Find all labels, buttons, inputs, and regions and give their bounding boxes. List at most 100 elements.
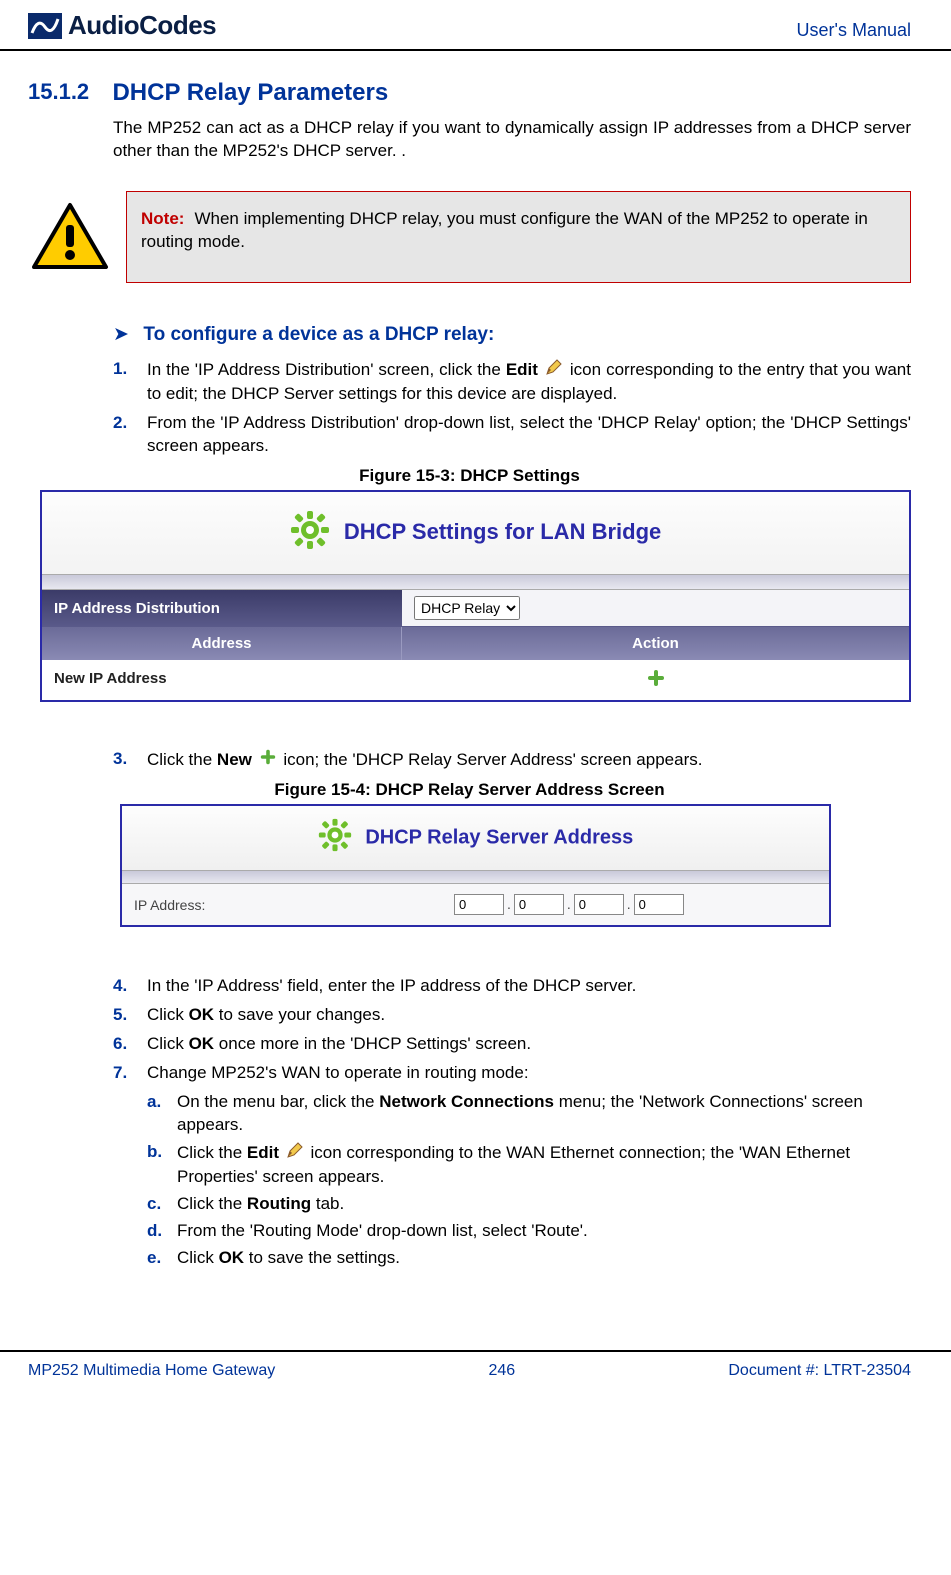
step-text-pre: Click (147, 1034, 189, 1053)
ip-octet-2[interactable] (514, 894, 564, 915)
step-3: 3. Click the New icon; the 'DHCP Relay S… (113, 748, 911, 773)
step-1: 1. In the 'IP Address Distribution' scre… (113, 358, 911, 406)
brand-logo-text: AudioCodes (68, 10, 216, 41)
brand-logo: AudioCodes (28, 10, 216, 41)
brand-logo-mark (28, 13, 62, 39)
substep-text: From the 'Routing Mode' drop-down list, … (177, 1221, 588, 1240)
step-text-post: once more in the 'DHCP Settings' screen. (214, 1034, 531, 1053)
gear-icon (318, 818, 352, 858)
substep-b: b.Click the Edit icon corresponding to t… (147, 1141, 911, 1189)
substep-post: tab. (311, 1194, 344, 1213)
step-7: 7. Change MP252's WAN to operate in rout… (113, 1062, 911, 1270)
substep-bold: OK (219, 1248, 245, 1267)
screenshot2-title-text: DHCP Relay Server Address (365, 827, 633, 849)
steps-list-cont2: 4. In the 'IP Address' field, enter the … (113, 975, 911, 1269)
gear-icon (290, 510, 330, 556)
new-ip-row: New IP Address (42, 660, 909, 700)
brand-prefix: Audio (68, 10, 139, 40)
screenshot1-title-bar: DHCP Settings for LAN Bridge (42, 492, 909, 574)
substep-d: d. From the 'Routing Mode' drop-down list… (147, 1220, 911, 1243)
substep-bold: Routing (247, 1194, 311, 1213)
ip-distribution-select[interactable]: DHCP Relay (414, 596, 520, 620)
footer-left: MP252 Multimedia Home Gateway (28, 1362, 275, 1380)
substep-letter: c. (147, 1193, 161, 1216)
step-number: 7. (113, 1062, 127, 1085)
new-ip-action (402, 660, 909, 700)
pencil-edit-icon (286, 1141, 304, 1166)
substep-a: a.On the menu bar, click the Network Con… (147, 1091, 911, 1137)
steps-list-cont1: 3. Click the New icon; the 'DHCP Relay S… (113, 748, 911, 773)
screenshot-dhcp-settings: DHCP Settings for LAN Bridge IP Address … (40, 490, 911, 702)
substeps-list: a.On the menu bar, click the Network Con… (147, 1091, 911, 1270)
ip-distribution-control: DHCP Relay (402, 590, 909, 626)
step-bold: OK (189, 1005, 215, 1024)
footer-page-number: 246 (488, 1362, 515, 1380)
screenshot1-title-text: DHCP Settings for LAN Bridge (344, 518, 661, 543)
substep-pre: Click (177, 1248, 219, 1267)
page-body-cont2: 4. In the 'IP Address' field, enter the … (0, 927, 951, 1269)
add-plus-icon[interactable] (646, 675, 666, 692)
substep-letter: e. (147, 1247, 161, 1270)
col-address: Address (42, 627, 402, 660)
note-text: When implementing DHCP relay, you must c… (141, 209, 868, 251)
ip-octet-4[interactable] (634, 894, 684, 915)
step-bold: OK (189, 1034, 215, 1053)
ip-address-fields: ... (454, 894, 684, 915)
ip-octet-3[interactable] (574, 894, 624, 915)
section-intro: The MP252 can act as a DHCP relay if you… (113, 117, 911, 163)
step-2: 2. From the 'IP Address Distribution' dr… (113, 412, 911, 458)
step-text: From the 'IP Address Distribution' drop-… (147, 413, 911, 455)
screenshot-dhcp-relay-address: DHCP Relay Server Address IP Address: ..… (120, 804, 831, 927)
header-manual-label: User's Manual (797, 20, 911, 41)
page-footer: MP252 Multimedia Home Gateway 246 Docume… (0, 1350, 951, 1396)
substep-c: c. Click the Routing tab. (147, 1193, 911, 1216)
screenshot2-spacer-bar (122, 870, 829, 884)
page-body-cont1: 3. Click the New icon; the 'DHCP Relay S… (0, 702, 951, 801)
substep-e: e.Click OK to save the settings. (147, 1247, 911, 1270)
ip-distribution-row: IP Address Distribution DHCP Relay (42, 590, 909, 627)
dot: . (507, 896, 511, 912)
step-text-post: icon; the 'DHCP Relay Server Address' sc… (283, 749, 702, 768)
substep-pre: Click the (177, 1143, 247, 1162)
step-text: In the 'IP Address' field, enter the IP … (147, 976, 636, 995)
step-number: 4. (113, 975, 127, 998)
page-header: AudioCodes User's Manual (0, 0, 951, 51)
page-body: 15.1.2 DHCP Relay Parameters The MP252 c… (0, 51, 951, 486)
substep-letter: d. (147, 1220, 162, 1243)
step-text-pre: Click the (147, 749, 217, 768)
screenshot1-table-header: Address Action (42, 627, 909, 660)
step-bold: New (217, 749, 252, 768)
dot: . (567, 896, 571, 912)
step-text-pre: In the 'IP Address Distribution' screen,… (147, 360, 506, 379)
add-plus-icon (259, 748, 277, 773)
ip-address-label: IP Address: (134, 897, 454, 913)
screenshot1-spacer-bar (42, 574, 909, 590)
step-number: 2. (113, 412, 127, 435)
substep-bold: Network Connections (379, 1092, 554, 1111)
step-number: 1. (113, 358, 127, 381)
steps-list: 1. In the 'IP Address Distribution' scre… (113, 358, 911, 458)
section-number: 15.1.2 (28, 79, 108, 105)
ip-octet-1[interactable] (454, 894, 504, 915)
note-row: Note:When implementing DHCP relay, you m… (28, 191, 911, 283)
step-number: 3. (113, 748, 127, 771)
substep-pre: Click the (177, 1194, 247, 1213)
new-ip-label: New IP Address (42, 660, 402, 700)
procedure-heading: ➤ To configure a device as a DHCP relay: (113, 323, 911, 346)
step-4: 4. In the 'IP Address' field, enter the … (113, 975, 911, 998)
ip-distribution-label: IP Address Distribution (42, 590, 402, 627)
figure-caption-2: Figure 15-4: DHCP Relay Server Address S… (28, 780, 911, 800)
pencil-edit-icon (545, 358, 563, 383)
substep-letter: a. (147, 1091, 161, 1114)
section-heading: 15.1.2 DHCP Relay Parameters (28, 79, 911, 107)
note-box: Note:When implementing DHCP relay, you m… (126, 191, 911, 283)
procedure-title: To configure a device as a DHCP relay: (143, 324, 494, 345)
warning-icon (28, 191, 112, 283)
ip-address-row: IP Address: ... (122, 884, 829, 925)
step-6: 6. Click OK once more in the 'DHCP Setti… (113, 1033, 911, 1056)
screenshot2-title-bar: DHCP Relay Server Address (122, 806, 829, 870)
step-text-pre: Click (147, 1005, 189, 1024)
procedure-arrow-icon: ➤ (113, 324, 129, 345)
dot: . (627, 896, 631, 912)
substep-bold: Edit (247, 1143, 279, 1162)
